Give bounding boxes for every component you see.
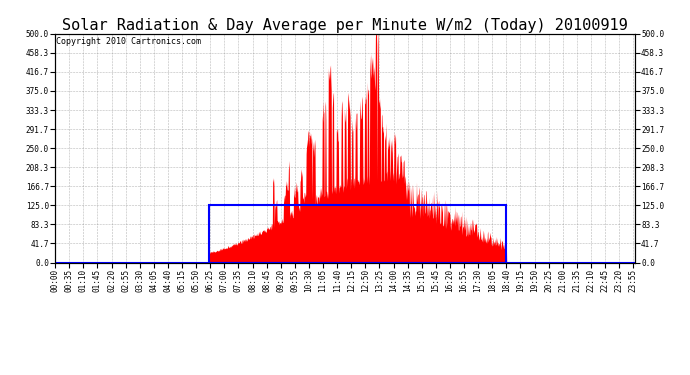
Title: Solar Radiation & Day Average per Minute W/m2 (Today) 20100919: Solar Radiation & Day Average per Minute… [62, 18, 628, 33]
Text: Copyright 2010 Cartronics.com: Copyright 2010 Cartronics.com [57, 37, 201, 46]
Bar [209, 206, 506, 262]
